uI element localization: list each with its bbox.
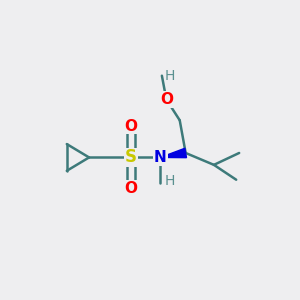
Text: H: H: [165, 69, 175, 83]
Text: N: N: [154, 150, 167, 165]
Text: H: H: [165, 174, 175, 188]
Text: S: S: [125, 148, 137, 166]
Text: O: O: [124, 181, 137, 196]
Text: O: O: [160, 92, 173, 107]
Polygon shape: [160, 148, 187, 158]
Text: O: O: [124, 119, 137, 134]
